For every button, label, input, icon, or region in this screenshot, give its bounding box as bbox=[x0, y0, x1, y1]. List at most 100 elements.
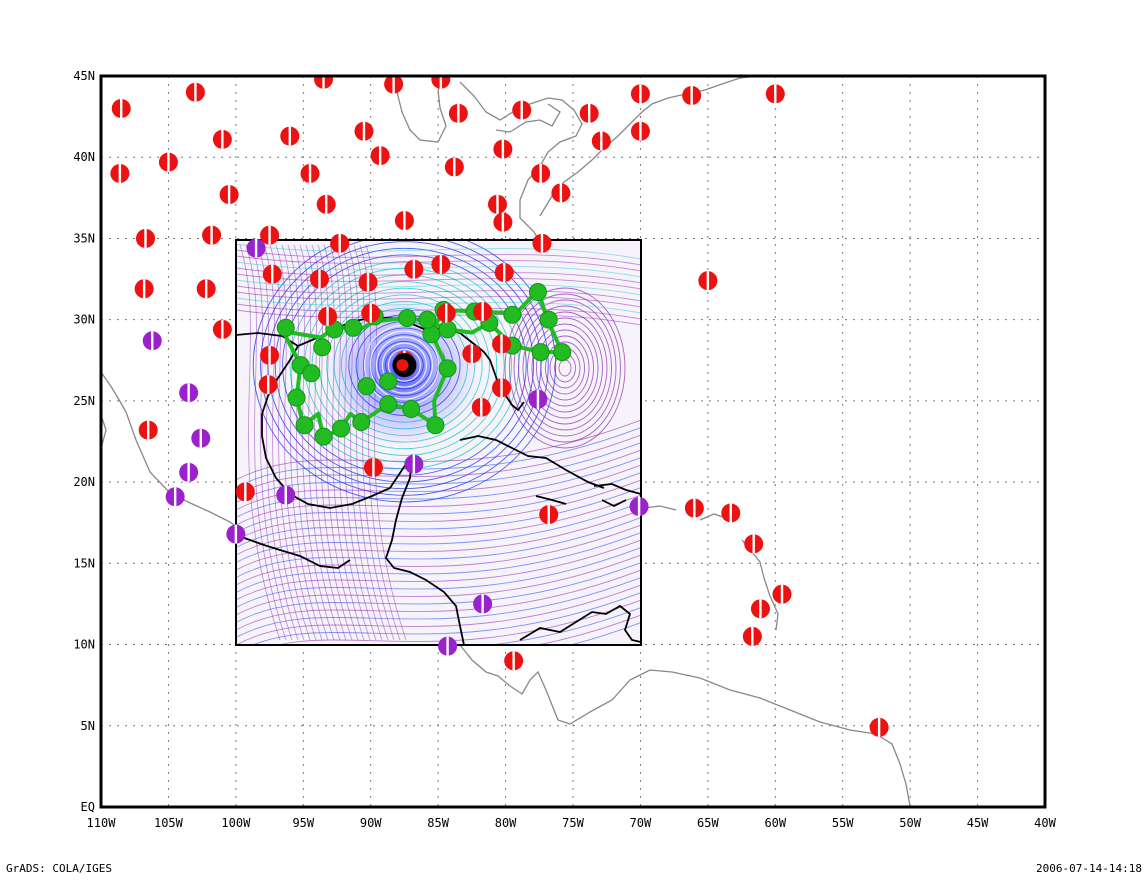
station-marker bbox=[260, 345, 280, 365]
track-point bbox=[379, 372, 398, 391]
station-marker bbox=[258, 375, 278, 395]
station-marker bbox=[698, 271, 718, 291]
x-tick-label: 100W bbox=[221, 816, 251, 830]
station-marker bbox=[309, 269, 329, 289]
station-marker bbox=[404, 259, 424, 279]
streamline bbox=[293, 244, 335, 641]
streamline-panel bbox=[236, 240, 641, 645]
storm-ring bbox=[381, 342, 428, 388]
station-marker bbox=[493, 139, 513, 159]
streamline bbox=[236, 509, 641, 571]
station-marker bbox=[744, 534, 764, 554]
x-tick-label: 110W bbox=[87, 816, 117, 830]
track-point bbox=[295, 416, 314, 435]
station-marker bbox=[142, 331, 162, 351]
streamline bbox=[527, 317, 603, 419]
station-marker bbox=[262, 264, 282, 284]
streamline bbox=[522, 311, 608, 425]
streamline bbox=[236, 539, 641, 601]
track-point bbox=[398, 309, 417, 328]
station-marker bbox=[684, 498, 704, 518]
station-marker bbox=[531, 163, 551, 183]
station-markers bbox=[110, 76, 889, 737]
coastline-outer bbox=[101, 76, 911, 807]
track-point bbox=[539, 310, 558, 329]
x-tick-label: 45W bbox=[967, 816, 989, 830]
streamline bbox=[531, 323, 599, 413]
streamline bbox=[236, 494, 641, 556]
station-marker bbox=[471, 397, 491, 417]
station-marker bbox=[492, 378, 512, 398]
station-marker bbox=[539, 505, 559, 525]
streamline bbox=[236, 524, 641, 586]
storm-ring bbox=[387, 348, 422, 382]
station-marker bbox=[394, 211, 414, 231]
station-marker bbox=[742, 626, 762, 646]
station-marker bbox=[361, 303, 381, 323]
streamline bbox=[509, 293, 621, 443]
x-tick-label: 60W bbox=[764, 816, 786, 830]
streamline bbox=[236, 464, 641, 526]
station-marker bbox=[512, 100, 532, 120]
y-tick-label: 15N bbox=[73, 556, 95, 570]
streamline bbox=[236, 577, 641, 638]
station-marker bbox=[772, 584, 792, 604]
station-marker bbox=[165, 487, 185, 507]
streamline bbox=[236, 291, 641, 308]
footer-credit: GrADS: COLA/IGES bbox=[6, 862, 112, 875]
station-marker bbox=[358, 272, 378, 292]
y-tick-label: 5N bbox=[81, 719, 95, 733]
station-marker bbox=[179, 462, 199, 482]
y-tick-label: 20N bbox=[73, 475, 95, 489]
station-marker bbox=[750, 599, 770, 619]
streamline bbox=[513, 299, 617, 437]
track-point bbox=[357, 377, 376, 396]
station-marker bbox=[111, 98, 131, 118]
station-marker bbox=[504, 651, 524, 671]
station-marker bbox=[226, 524, 246, 544]
streamline bbox=[236, 562, 641, 623]
streamline bbox=[236, 419, 641, 481]
station-marker bbox=[134, 279, 154, 299]
track-point bbox=[302, 364, 321, 383]
station-marker bbox=[363, 457, 383, 477]
streamline bbox=[274, 247, 535, 483]
streamline bbox=[260, 240, 549, 496]
station-marker bbox=[235, 482, 255, 502]
station-marker bbox=[869, 717, 889, 737]
streamline bbox=[287, 244, 329, 641]
track-point bbox=[531, 343, 550, 362]
streamline bbox=[236, 554, 641, 616]
station-marker bbox=[579, 103, 599, 123]
station-marker bbox=[473, 302, 493, 322]
streamline bbox=[545, 341, 585, 395]
station-marker bbox=[316, 194, 336, 214]
footer-timestamp: 2006-07-14-14:18 bbox=[1036, 862, 1142, 875]
x-tick-label: 90W bbox=[360, 816, 382, 830]
track-point bbox=[314, 427, 333, 446]
station-marker bbox=[493, 212, 513, 232]
streamline bbox=[257, 244, 299, 641]
streamline bbox=[236, 427, 641, 488]
streamline bbox=[236, 479, 641, 541]
station-marker bbox=[448, 103, 468, 123]
y-tick-label: 30N bbox=[73, 313, 95, 327]
streamline bbox=[236, 457, 641, 518]
streamline bbox=[236, 285, 641, 302]
station-marker bbox=[462, 344, 482, 364]
station-marker bbox=[219, 185, 239, 205]
storm-center-marker bbox=[392, 353, 417, 378]
streamline bbox=[299, 244, 341, 641]
station-marker bbox=[384, 76, 404, 94]
streamline bbox=[535, 614, 641, 645]
track-point bbox=[418, 310, 437, 329]
station-marker bbox=[202, 225, 222, 245]
station-marker bbox=[630, 121, 650, 141]
streamline bbox=[540, 335, 590, 401]
station-marker bbox=[629, 496, 649, 516]
streamline bbox=[236, 434, 641, 496]
station-marker bbox=[136, 228, 156, 248]
track-point bbox=[553, 343, 572, 362]
streamline bbox=[275, 599, 641, 645]
